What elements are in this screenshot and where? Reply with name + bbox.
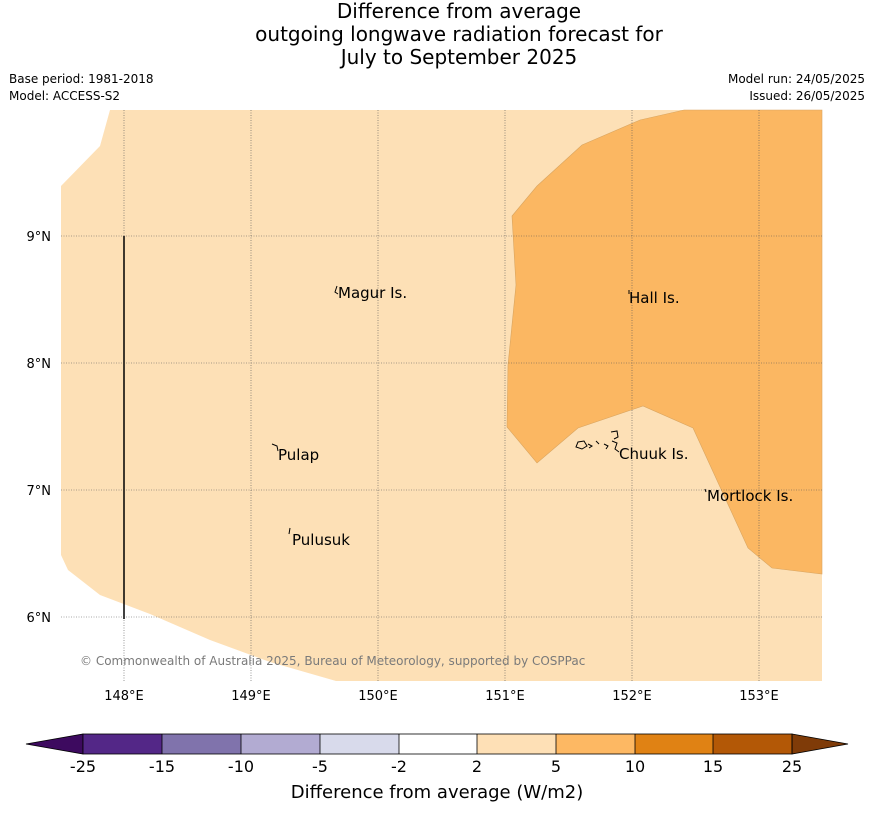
place-label: Hall Is. bbox=[629, 289, 680, 307]
colorbar-tick: -15 bbox=[149, 757, 175, 776]
longitude-labels: 148°E 149°E 150°E 151°E 152°E 153°E bbox=[104, 689, 779, 704]
colorbar-frame bbox=[82, 733, 793, 755]
model-run: Model run: 24/05/2025 bbox=[727, 72, 865, 86]
colorbar: -25 -15 -10 -5 -2 2 5 10 15 25 Differenc… bbox=[25, 733, 849, 803]
colorbar-tick: -5 bbox=[312, 757, 328, 776]
map-panel bbox=[61, 109, 823, 681]
lat-label: 9°N bbox=[27, 230, 52, 245]
meta-right: Model run: 24/05/2025 Issued: 26/05/2025 bbox=[728, 71, 865, 105]
colorbar-extend-high bbox=[791, 733, 849, 755]
model-name: Model: ACCESS-S2 bbox=[9, 89, 121, 103]
colorbar-title: Difference from average (W/m2) bbox=[291, 782, 583, 803]
copyright-notice: © Commonwealth of Australia 2025, Bureau… bbox=[80, 654, 585, 668]
title-line-1: Difference from average bbox=[336, 0, 582, 23]
title-line-3: July to September 2025 bbox=[340, 45, 578, 69]
pulap-island-shape bbox=[271, 443, 279, 452]
meta-left: Base period: 1981-2018 Model: ACCESS-S2 bbox=[9, 71, 154, 105]
latitude-labels: 9°N 8°N 7°N 6°N bbox=[27, 230, 52, 626]
magur-island-shape bbox=[334, 285, 339, 295]
colorbar-tick: -10 bbox=[228, 757, 254, 776]
mortlock-island-shape bbox=[704, 488, 707, 493]
lon-label: 153°E bbox=[739, 689, 779, 704]
place-label: Magur Is. bbox=[338, 284, 407, 302]
colorbar-tick: -25 bbox=[70, 757, 96, 776]
colorbar-swatch bbox=[83, 734, 162, 754]
colorbar-tick: 15 bbox=[703, 757, 723, 776]
contour-band-5-to-10 bbox=[506, 109, 823, 575]
colorbar-tick: 10 bbox=[625, 757, 645, 776]
colorbar-tick: -2 bbox=[391, 757, 407, 776]
base-period: Base period: 1981-2018 bbox=[9, 72, 154, 86]
lon-label: 151°E bbox=[485, 689, 525, 704]
lon-label: 152°E bbox=[612, 689, 652, 704]
lat-label: 8°N bbox=[27, 357, 52, 372]
colorbar-swatch bbox=[399, 734, 477, 754]
issued-date: Issued: 26/05/2025 bbox=[749, 89, 865, 103]
place-label: Pulap bbox=[278, 446, 319, 464]
place-labels: Magur Is. Hall Is. Pulap Chuuk Is. Mortl… bbox=[278, 284, 793, 549]
colorbar-swatch bbox=[713, 734, 792, 754]
colorbar-swatch bbox=[320, 734, 399, 754]
title-line-2: outgoing longwave radiation forecast for bbox=[255, 22, 663, 46]
colorbar-extend-low bbox=[25, 733, 84, 755]
colorbar-swatch bbox=[477, 734, 556, 754]
place-label: Mortlock Is. bbox=[707, 487, 793, 505]
colorbar-swatch bbox=[241, 734, 320, 754]
colorbar-swatch bbox=[162, 734, 241, 754]
lon-label: 149°E bbox=[231, 689, 271, 704]
colorbar-tick: 5 bbox=[551, 757, 561, 776]
colorbar-dividers bbox=[161, 734, 714, 754]
place-label: Pulusuk bbox=[292, 531, 350, 549]
islands bbox=[271, 285, 707, 535]
colorbar-swatch bbox=[556, 734, 635, 754]
lat-label: 7°N bbox=[27, 484, 52, 499]
colorbar-swatch bbox=[635, 734, 713, 754]
pulusuk-island-shape bbox=[288, 527, 291, 535]
gridlines bbox=[61, 110, 822, 681]
map-title: Difference from average outgoing longwav… bbox=[0, 0, 873, 69]
place-label: Chuuk Is. bbox=[619, 445, 688, 463]
colorbar-tick: 25 bbox=[782, 757, 802, 776]
chuuk-lagoon-shape bbox=[575, 430, 620, 453]
lat-label: 6°N bbox=[27, 611, 52, 626]
lon-label: 148°E bbox=[104, 689, 144, 704]
colorbar-tick: 2 bbox=[472, 757, 482, 776]
lon-label: 150°E bbox=[358, 689, 398, 704]
